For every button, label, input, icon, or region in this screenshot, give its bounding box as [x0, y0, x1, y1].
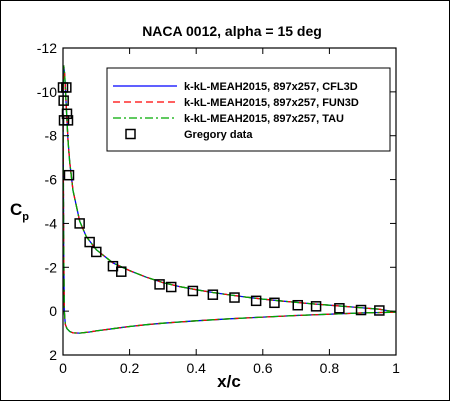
axis-ticks: 0 0.2 0.4 0.6 0.8 1-12-10-8-6-4-202	[37, 40, 400, 376]
x-tick-label: 0.8	[320, 360, 340, 376]
y-tick-label: -2	[45, 259, 58, 275]
gregory-data-point	[165, 281, 177, 293]
series-line-2-lower	[62, 102, 397, 334]
legend-label: k-kL-MEAH2015, 897x257, TAU	[184, 113, 344, 125]
legend-label: k-kL-MEAH2015, 897x257, CFL3D	[184, 81, 358, 93]
x-tick-label: 1	[392, 360, 400, 376]
gregory-data-point	[269, 297, 280, 309]
y-tick-label: -10	[37, 84, 57, 100]
gregory-data-point	[91, 246, 102, 258]
y-tick-label: -8	[45, 128, 58, 144]
gregory-data-point	[292, 299, 304, 311]
x-tick-label: 0	[59, 360, 67, 376]
gregory-data-point	[374, 305, 385, 316]
gregory-data-point	[154, 279, 165, 290]
series-line-3-lower	[62, 102, 397, 334]
gregory-data-point	[187, 285, 199, 297]
y-tick-label: -12	[37, 40, 57, 56]
legend: k-kL-MEAH2015, 897x257, CFL3D k-kL-MEAH20…	[106, 67, 391, 152]
gregory-data-point	[334, 303, 345, 314]
gregory-data-point	[84, 236, 95, 248]
gregory-data-point	[207, 289, 219, 300]
chart-title: NACA 0012, alpha = 15 deg	[142, 23, 322, 39]
y-axis-label-sub: p	[22, 211, 29, 223]
x-tick-label: 0.4	[186, 360, 206, 376]
gregory-data-point	[74, 218, 85, 229]
series-line-3-upper	[62, 65, 397, 313]
gregory-data-point	[58, 95, 69, 106]
y-tick-label: 0	[49, 303, 57, 319]
gregory-data-point	[107, 260, 119, 272]
legend-marker	[125, 128, 136, 140]
gregory-data-point	[355, 304, 367, 316]
gregory-data-point	[310, 301, 322, 312]
plot-area	[62, 47, 397, 356]
y-tick-label: -4	[45, 215, 58, 231]
gregory-data-point	[229, 292, 240, 303]
y-axis-label-main: C	[10, 200, 22, 219]
gregory-data-point	[116, 266, 127, 277]
series-layer	[57, 65, 397, 334]
legend-label: Gregory data	[184, 129, 253, 141]
legend-box	[106, 67, 391, 152]
x-axis-label: x/c	[217, 372, 241, 391]
y-tick-label: -6	[45, 172, 58, 188]
legend-label: k-kL-MEAH2015, 897x257, FUN3D	[184, 97, 359, 109]
gregory-data-point	[250, 295, 262, 307]
x-tick-label: 0.2	[120, 360, 140, 376]
y-axis-label: Cp	[10, 200, 29, 223]
x-tick-label: 0.6	[253, 360, 273, 376]
y-tick-label: 2	[49, 347, 57, 363]
